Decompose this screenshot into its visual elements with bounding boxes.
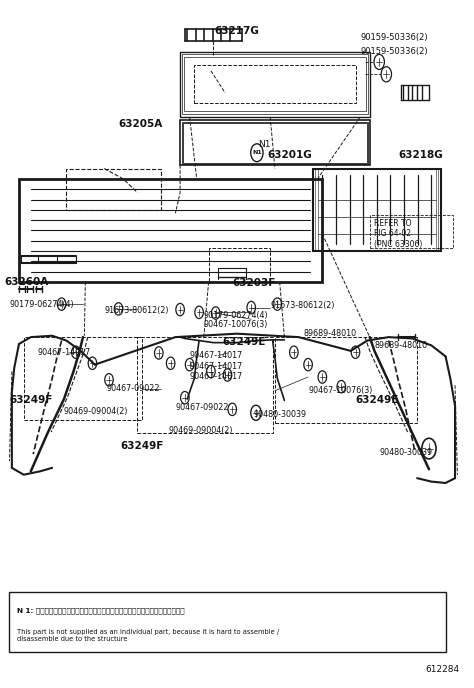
Text: 90480-30039: 90480-30039 <box>254 409 307 419</box>
Bar <box>184 57 366 111</box>
Text: This part is not supplied as an individual part, because it is hard to assemble : This part is not supplied as an individu… <box>17 629 279 642</box>
Text: 63218G: 63218G <box>398 150 443 160</box>
Text: 90467-10076(3): 90467-10076(3) <box>204 320 268 330</box>
Text: 90467-09022: 90467-09022 <box>175 402 229 412</box>
Text: N 1: この部品は、構造上分解・組付けが困難なため、単品では補給していません: N 1: この部品は、構造上分解・組付けが困難なため、単品では補給していません <box>17 608 184 614</box>
Text: 90467-14017: 90467-14017 <box>190 351 243 361</box>
Bar <box>182 54 368 114</box>
Text: 90469-09004(2): 90469-09004(2) <box>168 425 233 435</box>
Text: 90159-50336(2): 90159-50336(2) <box>360 47 428 56</box>
Text: 63201G: 63201G <box>268 150 312 160</box>
Bar <box>24 337 142 420</box>
Text: 91673-80612(2): 91673-80612(2) <box>270 301 335 310</box>
Text: 612284: 612284 <box>426 665 460 674</box>
Text: 63203F: 63203F <box>232 279 276 288</box>
Bar <box>183 123 367 162</box>
Text: 90467-14017: 90467-14017 <box>38 348 91 358</box>
Text: 89689-48010: 89689-48010 <box>374 341 428 350</box>
Text: 63205A: 63205A <box>118 119 163 129</box>
Text: 90467-14017: 90467-14017 <box>190 372 243 381</box>
Text: REFER TO
FIG 64-02
(PNC 63306): REFER TO FIG 64-02 (PNC 63306) <box>374 219 423 249</box>
Text: N1: N1 <box>258 140 271 149</box>
Bar <box>275 337 417 423</box>
Text: 89689-48010: 89689-48010 <box>303 329 356 338</box>
Bar <box>180 52 370 117</box>
Text: 63249E: 63249E <box>223 337 266 347</box>
Bar <box>209 248 270 282</box>
Text: 90159-50336(2): 90159-50336(2) <box>360 33 428 43</box>
Bar <box>370 215 453 248</box>
Text: 90179-06274(4): 90179-06274(4) <box>204 310 268 320</box>
Text: 63249F: 63249F <box>9 396 53 405</box>
Text: 63260A: 63260A <box>5 277 49 287</box>
Text: 90469-09004(2): 90469-09004(2) <box>64 407 128 416</box>
Bar <box>19 179 322 282</box>
Bar <box>182 122 368 164</box>
Text: 90467-10076(3): 90467-10076(3) <box>308 386 373 396</box>
Bar <box>194 65 356 103</box>
Bar <box>180 120 370 165</box>
Text: 90467-09022: 90467-09022 <box>107 384 160 394</box>
Text: 90179-06274(4): 90179-06274(4) <box>9 299 74 309</box>
Text: 63249F: 63249F <box>121 441 164 451</box>
Bar <box>137 337 273 433</box>
Text: 91673-80612(2): 91673-80612(2) <box>104 306 169 316</box>
Text: 90467-14017: 90467-14017 <box>190 361 243 371</box>
Text: N1: N1 <box>252 150 262 155</box>
Text: 63217G: 63217G <box>215 26 259 36</box>
Bar <box>9 592 446 652</box>
Text: 63249E: 63249E <box>356 396 399 405</box>
Bar <box>66 169 161 210</box>
Text: 90480-30039: 90480-30039 <box>379 448 432 458</box>
Bar <box>313 169 441 251</box>
